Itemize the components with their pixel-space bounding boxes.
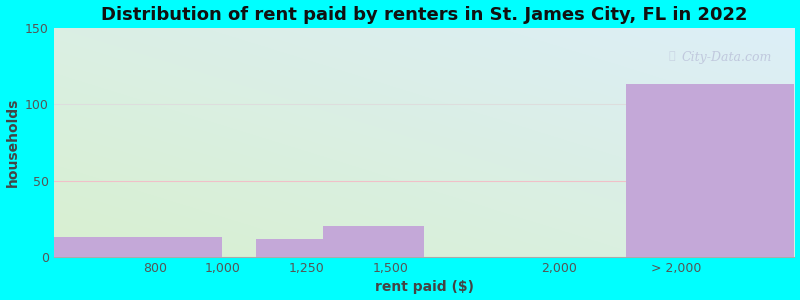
Bar xyxy=(54,237,222,257)
Text: City-Data.com: City-Data.com xyxy=(682,51,772,64)
Bar xyxy=(256,239,323,257)
Bar xyxy=(626,84,794,257)
Bar xyxy=(323,226,424,257)
Title: Distribution of rent paid by renters in St. James City, FL in 2022: Distribution of rent paid by renters in … xyxy=(101,6,747,24)
Y-axis label: households: households xyxy=(6,98,19,187)
Text: 🔍: 🔍 xyxy=(669,51,675,61)
X-axis label: rent paid ($): rent paid ($) xyxy=(374,280,474,294)
